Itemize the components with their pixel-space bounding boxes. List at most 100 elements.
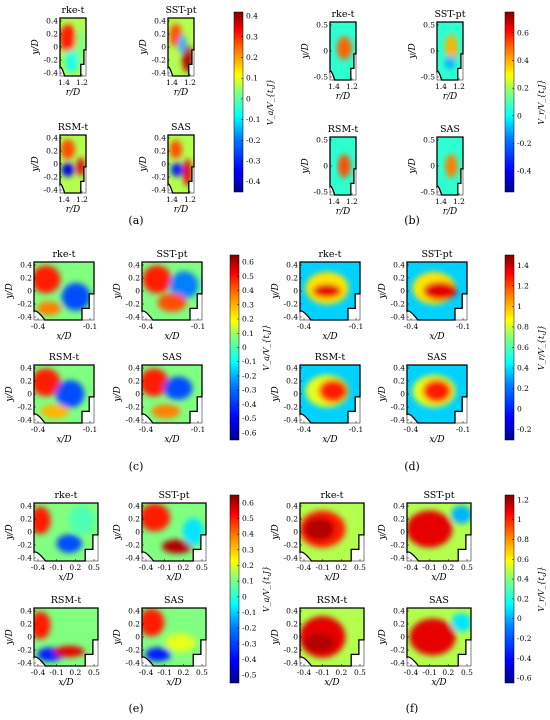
ytick-label: -0.4: [391, 416, 406, 425]
ytick-label: -0.4: [18, 313, 33, 322]
x-axis-label: x/D: [166, 678, 181, 688]
colorbar-tick-label: 0.2: [246, 53, 258, 62]
field-blob: [61, 162, 75, 177]
ytick-label: -0.4: [126, 416, 141, 425]
ytick-label: 0.2: [128, 515, 140, 524]
xtick-label: 0.5: [88, 563, 100, 572]
xtick-label: -0.4: [297, 563, 312, 572]
field-blob: [142, 503, 171, 532]
ytick-label: -0.2: [18, 646, 33, 655]
colorbar-tick-label: -0.2: [246, 136, 261, 145]
domain-outline: [167, 17, 195, 77]
ytick-label: -0.2: [126, 403, 141, 412]
colorbar-label: V_a/V_{t,J}: [262, 566, 271, 612]
xtick-label: 1.4: [166, 78, 178, 87]
y-axis-label: y/D: [408, 43, 418, 59]
ytick-label: -0.5: [314, 188, 329, 197]
ytick-label: 0.4: [128, 261, 140, 270]
domain-outline: [406, 502, 472, 562]
ytick-label: -0.2: [126, 646, 141, 655]
field-blob: [312, 284, 342, 298]
ytick-label: 0.4: [393, 502, 405, 511]
x-axis-label: x/D: [429, 332, 444, 342]
xtick-label: 0.2: [69, 668, 81, 677]
ytick-label: -0.2: [44, 173, 59, 182]
xtick-label: -0.1: [191, 425, 205, 434]
colorbar-gradient: [229, 494, 240, 684]
subplot-rke-t: rke-t 0.4 0.2 0 -0.2 -0.4 y/D -0.4 -0.1 x/D: [271, 249, 363, 342]
subplot-rsm-t: RSM-t0.40.20-0.2-0.4y/D-0.4 -0.1 0.2 0.5x/D: [271, 595, 366, 688]
colorbar-tick-label: -0.5: [242, 414, 257, 423]
subplot-rke-t: rke-t 0.4 0.2 0 -0.2 -0.4 y/D -0.4 -0.1 x/D: [5, 249, 97, 342]
ytick-label: 0: [135, 528, 140, 537]
subplot-title: RSM-t: [317, 595, 348, 606]
colorbar: 0.6 0.5 0.4 0.3 0.2 0.1 0 -0.1 -0.2 -0.3 -0.4 -0.5 V…: [229, 494, 271, 684]
colorbar-tick-label: -0.3: [246, 156, 261, 165]
colorbar-label: V_r/V_{t,J}: [537, 566, 546, 611]
field-blobs: [34, 265, 91, 316]
panel-f: rke-t0.40.20-0.2-0.4y/D-0.4 -0.1 0.2 0.5x/D…: [271, 490, 546, 715]
xtick-label: -0.4: [31, 322, 46, 331]
contour-field: [300, 608, 364, 666]
colorbar-tick-label: -0.5: [242, 671, 257, 680]
subplot-title: SST-pt: [423, 490, 454, 501]
x-axis-label: x/D: [56, 332, 71, 342]
ytick-label: -0.4: [18, 416, 33, 425]
y-axis-label: y/D: [301, 43, 311, 59]
ytick-label: 0: [135, 633, 140, 642]
ytick-label: 0: [161, 43, 166, 52]
subplot-rsm-t: RSM-t 0.4 0.2 0 -0.2 -0.4 y/D -0.4 -0.1 x/D: [271, 352, 363, 445]
subplot-title: rke-t: [53, 249, 76, 260]
contour-field: [407, 262, 467, 320]
domain-outline: [406, 607, 472, 667]
field-blobs: [142, 503, 204, 554]
panel-label: (a): [128, 214, 143, 227]
y-axis-label: y/D: [113, 629, 123, 645]
ytick-label: -0.2: [284, 300, 299, 309]
domain-outline: [141, 261, 203, 321]
x-axis-label: x/D: [164, 435, 179, 445]
y-axis-label: y/D: [378, 524, 388, 540]
x-axis-label: x/D: [56, 435, 71, 445]
xtick-label: 1.2: [453, 82, 465, 91]
domain-outline: [33, 364, 95, 424]
field-blob: [163, 376, 193, 400]
contour-field: [300, 365, 360, 423]
colorbar-tick-label: 1.2: [517, 281, 529, 290]
xtick-label: 0.5: [88, 668, 100, 677]
ytick-label: 0: [430, 162, 435, 171]
field-blob: [423, 281, 457, 301]
field-blob: [338, 154, 351, 178]
domain-outline: [167, 134, 195, 194]
xtick-label: -0.4: [31, 563, 46, 572]
field-blob: [303, 517, 335, 541]
xtick-label: -0.1: [49, 668, 63, 677]
colorbar-tick-label: 0.6: [517, 28, 529, 37]
colorbar-tick-label: 0: [242, 343, 247, 352]
colorbar-tick-label: 1: [517, 302, 522, 311]
domain-outline: [299, 607, 365, 667]
colorbar-gradient: [233, 11, 244, 193]
domain-outline: [141, 364, 203, 424]
colorbar-tick-label: 0.1: [242, 577, 254, 586]
ytick-label: 0.4: [20, 261, 32, 270]
subplot-title: SST-pt: [165, 5, 196, 16]
contour-field: [142, 608, 206, 666]
ytick-label: 0.4: [128, 607, 140, 616]
domain-outline: [299, 502, 365, 562]
ytick-label: 0.2: [46, 147, 58, 156]
subplot-title: SST-pt: [421, 249, 452, 260]
xtick-label: 0.2: [177, 563, 189, 572]
xtick-label: 1.2: [184, 195, 196, 204]
xtick-label: -0.1: [456, 425, 470, 434]
colorbar-tick-label: -0.2: [517, 425, 532, 434]
colorbar-tick-label: 0.4: [246, 12, 258, 21]
contour-field: [142, 365, 202, 423]
ytick-label: 0.2: [20, 515, 32, 524]
xtick-label: -0.1: [191, 322, 205, 331]
xtick-label: -0.4: [404, 425, 419, 434]
y-axis-label: y/D: [271, 283, 281, 299]
field-blob: [422, 379, 452, 403]
y-axis-label: y/D: [378, 283, 388, 299]
